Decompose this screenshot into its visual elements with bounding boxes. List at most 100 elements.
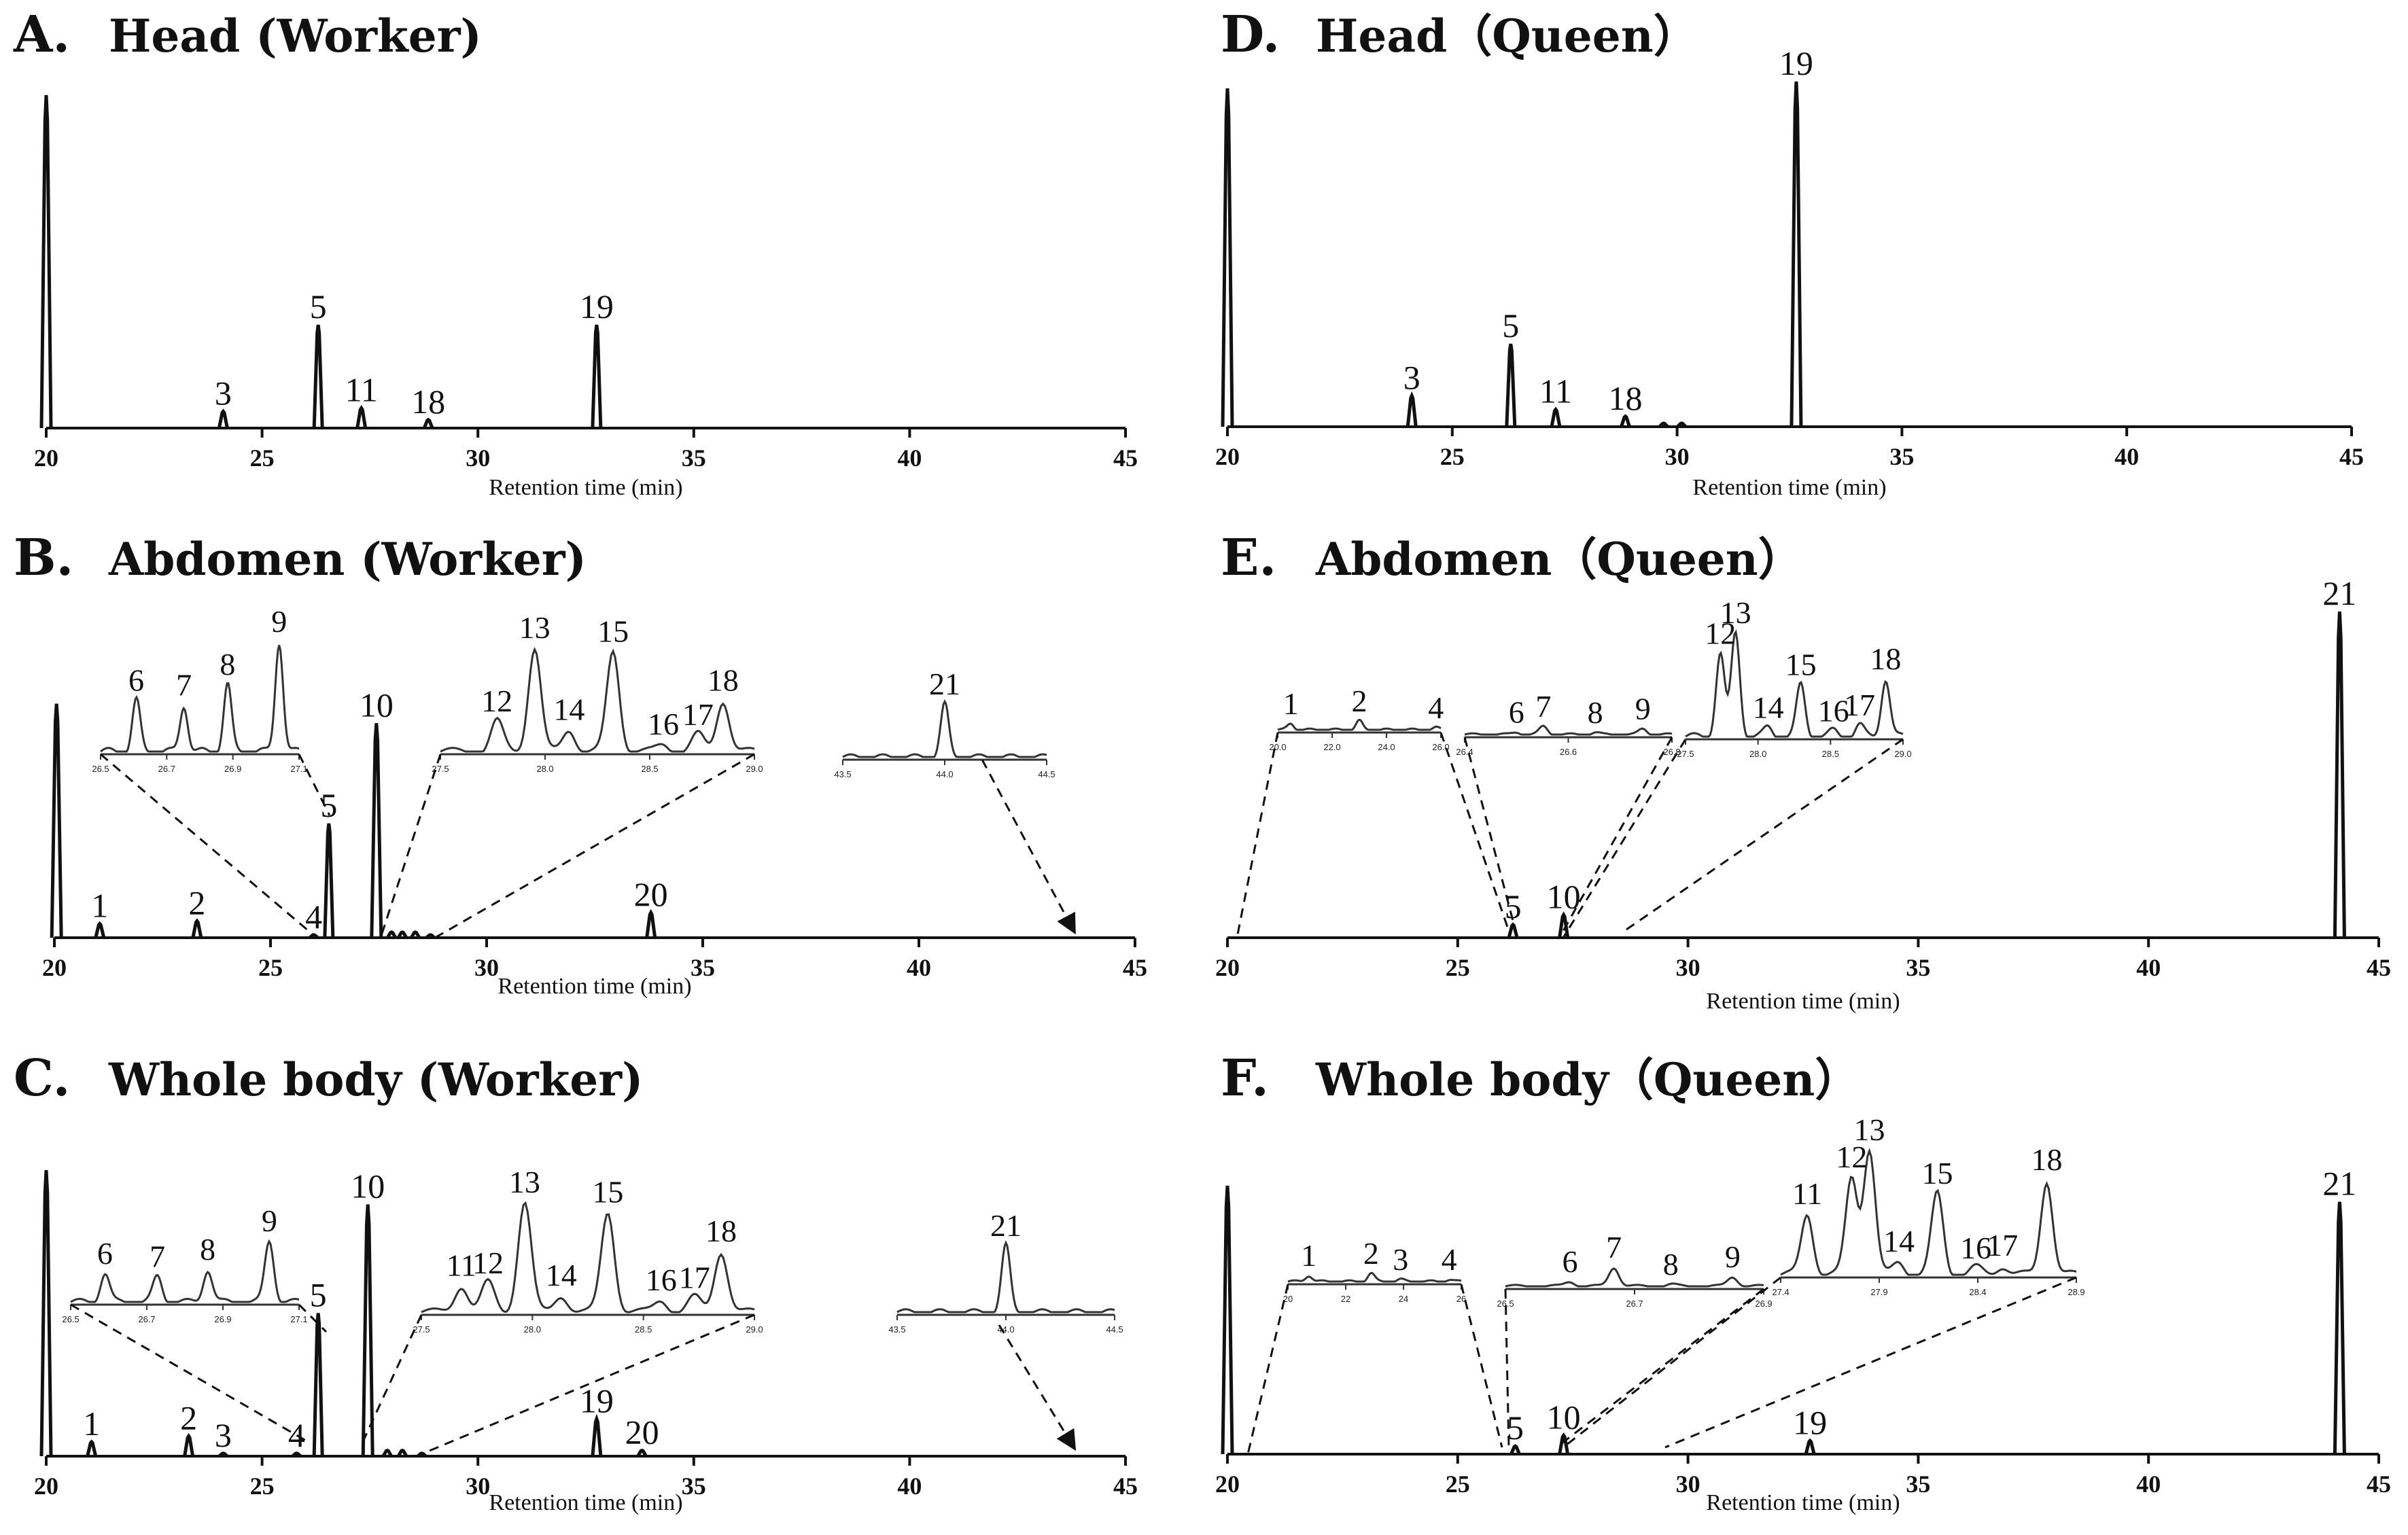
inset-peak-label: 8 bbox=[1663, 1247, 1679, 1282]
inset-peak-label: 2 bbox=[1363, 1236, 1379, 1271]
inset-chart: 43.5 44.0 44.5 21 bbox=[888, 1208, 1123, 1451]
inset-tick-label: 44.5 bbox=[1106, 1324, 1123, 1335]
inset-tick-label: 24.0 bbox=[1378, 742, 1395, 752]
x-tick-label: 45 bbox=[1113, 444, 1138, 472]
inset-tick-label: 27.5 bbox=[432, 764, 449, 774]
x-tick-label: 35 bbox=[682, 1472, 706, 1500]
peak-label: 18 bbox=[1609, 379, 1643, 417]
x-tick-label: 45 bbox=[2339, 443, 2364, 470]
zoom-connector bbox=[359, 1314, 423, 1448]
x-tick-label: 40 bbox=[2114, 443, 2139, 470]
x-tick-label: 20 bbox=[34, 444, 58, 472]
peak-label: 10 bbox=[360, 686, 394, 724]
chromatogram-peak bbox=[2333, 1201, 2346, 1455]
x-tick-label: 45 bbox=[1113, 1472, 1138, 1500]
peak-label: 18 bbox=[411, 383, 445, 421]
x-tick-label: 20 bbox=[1215, 443, 1240, 470]
zoom-connector bbox=[1460, 1284, 1503, 1448]
chromatogram-peak bbox=[183, 1432, 195, 1457]
chromatogram-peak bbox=[312, 1313, 324, 1457]
chromatogram-peak bbox=[396, 930, 408, 939]
inset-trace bbox=[1780, 1148, 2077, 1276]
inset-tick-label: 27.5 bbox=[1677, 749, 1694, 759]
inset-peak-label: 12 bbox=[1705, 616, 1736, 651]
peak-label: 19 bbox=[580, 1381, 614, 1419]
zoom-connector bbox=[434, 753, 755, 939]
chromatogram-peak bbox=[217, 408, 229, 429]
inset-peak-label: 16 bbox=[1960, 1231, 1991, 1265]
chromatogram-peak bbox=[381, 1448, 393, 1458]
chromatogram-peak bbox=[396, 1448, 408, 1458]
inset-tick-label: 26.5 bbox=[62, 1314, 79, 1324]
inset-peak-label: 13 bbox=[509, 1165, 540, 1199]
inset-tick-label: 27.4 bbox=[1772, 1287, 1789, 1297]
inset-tick-label: 28.0 bbox=[1749, 749, 1766, 759]
inset-tick-label: 26.5 bbox=[1497, 1299, 1514, 1309]
inset-peak-label: 7 bbox=[176, 668, 192, 703]
inset-peak-label: 14 bbox=[1753, 690, 1784, 724]
zoom-arrow bbox=[998, 1324, 1077, 1451]
x-tick-label: 20 bbox=[34, 1472, 58, 1500]
peak-label: 19 bbox=[580, 287, 614, 325]
inset-trace bbox=[1287, 1271, 1462, 1283]
inset-trace bbox=[70, 1239, 300, 1303]
chromatogram-peak bbox=[591, 324, 603, 429]
inset-peak-label: 11 bbox=[1792, 1176, 1822, 1211]
inset-tick-label: 27.1 bbox=[290, 764, 307, 774]
x-tick-label: 30 bbox=[466, 444, 490, 472]
x-tick-label: 35 bbox=[682, 444, 706, 472]
inset-peak-label: 9 bbox=[1725, 1239, 1741, 1274]
zoom-connector bbox=[1556, 1288, 1764, 1449]
inset-peak-label: 12 bbox=[472, 1246, 504, 1280]
inset-peak-label: 7 bbox=[1535, 689, 1551, 724]
x-tick-label: 25 bbox=[250, 1472, 275, 1500]
chromatogram-peak bbox=[94, 921, 106, 938]
inset-tick-label: 29.0 bbox=[1894, 749, 1911, 759]
panel-f: F. Whole body（Queen） 20 25 30 35 40 45 Retention… bbox=[1215, 1049, 2391, 1515]
peak-label: 4 bbox=[288, 1416, 305, 1454]
zoom-connector bbox=[70, 1303, 307, 1442]
inset-tick-label: 26.9 bbox=[214, 1314, 231, 1324]
zoom-arrow bbox=[981, 759, 1076, 935]
x-axis-label: Retention time (min) bbox=[1706, 989, 1900, 1014]
chromatogram-peak bbox=[361, 1204, 374, 1457]
x-tick-label: 25 bbox=[1446, 954, 1470, 981]
zoom-connector bbox=[1624, 738, 1904, 932]
chromatogram-peak bbox=[422, 417, 434, 429]
panel-letter: C. bbox=[14, 1049, 70, 1108]
inset-trace bbox=[1464, 724, 1673, 736]
inset-peak-label: 8 bbox=[200, 1232, 215, 1267]
inset-tick-label: 43.5 bbox=[834, 769, 851, 779]
inset-trace bbox=[1685, 629, 1904, 738]
inset-peak-label: 8 bbox=[1588, 695, 1603, 730]
x-tick-label: 20 bbox=[1215, 954, 1240, 981]
chromatogram-peak bbox=[308, 933, 319, 939]
inset-trace bbox=[100, 645, 300, 753]
inset-peak-label: 6 bbox=[97, 1236, 113, 1271]
inset-tick-label: 26.6 bbox=[1560, 747, 1577, 757]
inset-tick-label: 44.0 bbox=[997, 1324, 1014, 1335]
chromatogram-peak bbox=[2333, 611, 2346, 938]
inset-peak-label: 15 bbox=[597, 614, 629, 648]
inset-peak-label: 13 bbox=[1854, 1112, 1885, 1147]
inset-peak-label: 13 bbox=[519, 610, 551, 645]
inset-tick-label: 44.0 bbox=[936, 769, 953, 779]
inset-trace bbox=[1277, 718, 1442, 731]
inset-trace bbox=[842, 699, 1047, 758]
chromatogram-peak bbox=[370, 723, 383, 938]
peak-label: 5 bbox=[310, 287, 327, 325]
inset-chart: 20 22 24 26 1 2 3 4 bbox=[1246, 1236, 1503, 1455]
inset-tick-label: 28.0 bbox=[524, 1324, 541, 1335]
panel-letter: D. bbox=[1221, 5, 1280, 64]
x-tick-label: 25 bbox=[258, 954, 283, 981]
chromatogram-peak bbox=[1221, 1185, 1234, 1455]
peak-label: 3 bbox=[215, 1416, 232, 1454]
panel-title: Abdomen（Queen） bbox=[1315, 533, 1803, 586]
panel-letter: A. bbox=[13, 5, 70, 64]
inset-tick-label: 28.4 bbox=[1969, 1287, 1986, 1297]
inset-peak-label: 17 bbox=[1987, 1228, 2018, 1263]
chromatogram-peak bbox=[217, 1451, 229, 1458]
